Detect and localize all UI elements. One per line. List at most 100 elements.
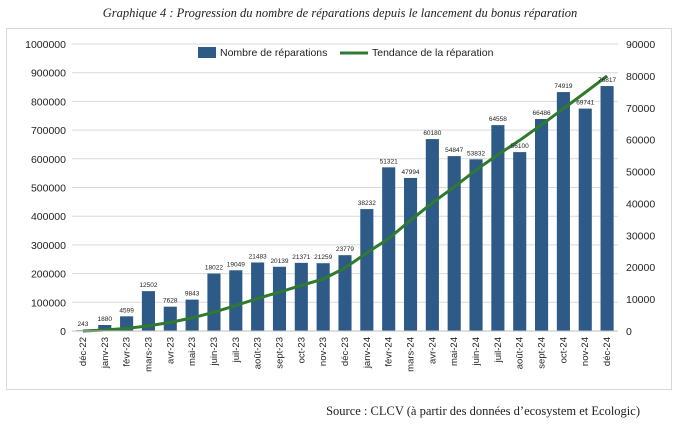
category-label: avr-24 (427, 337, 438, 364)
bar (491, 125, 505, 331)
bar (382, 167, 396, 331)
bar-value-label: 69741 (576, 100, 594, 107)
legend: Nombre de réparations Tendance de la rép… (198, 47, 494, 59)
left-tick-label: 800000 (31, 96, 66, 108)
bar-value-label: 20139 (270, 258, 288, 265)
right-tick-label: 30000 (626, 230, 655, 242)
legend-label-trend: Tendance de la réparation (372, 47, 494, 59)
bar-value-label: 66486 (533, 110, 551, 117)
bar (185, 299, 199, 331)
category-label: févr-23 (122, 337, 133, 367)
left-tick-label: 100000 (31, 297, 66, 309)
right-tick-label: 60000 (626, 135, 655, 147)
bar (360, 209, 374, 331)
left-tick-label: 1000000 (25, 39, 66, 51)
bar (447, 156, 461, 331)
right-tick-label: 90000 (626, 39, 655, 51)
trend-series (82, 74, 609, 333)
left-axis: 0 100000 200000 300000 400000 500000 600000 700… (25, 39, 66, 338)
bar (98, 325, 112, 331)
category-label: déc-23 (340, 337, 351, 366)
bar-series (76, 86, 614, 331)
bar (578, 108, 592, 331)
category-label: avr-23 (165, 337, 176, 364)
left-tick-label: 600000 (31, 154, 66, 166)
bar (425, 139, 439, 331)
category-label: sept-24 (537, 337, 548, 369)
bar (600, 86, 614, 331)
bar (535, 118, 549, 331)
bar (338, 255, 352, 331)
category-label: janv-23 (100, 337, 111, 369)
bar-value-label: 4599 (119, 307, 134, 314)
category-label: juin-24 (471, 337, 482, 367)
right-tick-label: 40000 (626, 198, 655, 210)
left-tick-label: 400000 (31, 211, 66, 223)
right-tick-label: 70000 (626, 103, 655, 115)
bar (469, 159, 483, 331)
category-label: févr-24 (384, 337, 395, 367)
category-label: oct-23 (296, 337, 307, 363)
bar (251, 262, 265, 331)
bar-value-label: 74919 (554, 83, 572, 90)
category-label: juil-24 (493, 337, 504, 363)
right-tick-label: 80000 (626, 71, 655, 83)
right-tick-label: 10000 (626, 294, 655, 306)
category-label: déc-24 (602, 337, 613, 366)
trend-line (82, 74, 609, 333)
bar-value-label: 54847 (445, 147, 463, 154)
category-label: déc-22 (78, 337, 89, 366)
bar-value-label: 21371 (292, 254, 310, 261)
bar (207, 273, 221, 331)
bar-value-label: 7628 (163, 298, 178, 305)
category-label: oct-24 (558, 337, 569, 363)
category-label: août-24 (515, 337, 526, 369)
right-tick-label: 20000 (626, 262, 655, 274)
right-axis: 0 10000 20000 30000 40000 50000 60000 70000 8000… (626, 39, 655, 338)
bar-value-label: 9843 (185, 291, 200, 298)
chart-frame (6, 28, 672, 390)
left-tick-label: 0 (60, 326, 66, 338)
category-label: août-23 (253, 337, 264, 369)
bar-value-label: 64558 (489, 116, 507, 123)
category-label: juil-23 (231, 337, 242, 363)
bar-value-label: 76817 (598, 77, 616, 84)
bar-value-label: 60180 (423, 130, 441, 137)
chart-caption: Graphique 4 : Progression du nombre de r… (102, 6, 578, 20)
bar (229, 270, 243, 331)
bar-value-label: 1880 (98, 316, 113, 323)
bar-value-label: 18022 (205, 265, 223, 272)
bar-value-label: 56100 (511, 143, 529, 150)
left-tick-label: 200000 (31, 269, 66, 281)
right-tick-label: 0 (626, 326, 632, 338)
left-tick-label: 300000 (31, 240, 66, 252)
bar-value-label: 51321 (380, 158, 398, 165)
bar (141, 291, 155, 331)
left-tick-label: 500000 (31, 183, 66, 195)
category-label: mai-24 (449, 337, 460, 366)
bar-value-label: 21259 (314, 254, 332, 261)
left-tick-label: 900000 (31, 68, 66, 80)
category-label: sept-23 (274, 337, 285, 369)
category-label: mars-23 (143, 337, 154, 372)
source-note: Source : CLCV (à partir des données d’ec… (326, 404, 640, 418)
bar (294, 262, 308, 331)
bar-value-label: 23779 (336, 246, 354, 253)
bar-value-label: 38232 (358, 200, 376, 207)
legend-swatch-bars (198, 47, 216, 58)
bar-value-label: 47994 (401, 169, 419, 176)
category-label: nov-23 (318, 337, 329, 366)
bar-value-label: 21483 (249, 253, 267, 260)
bar (403, 177, 418, 331)
bar (556, 92, 570, 331)
category-label: nov-24 (580, 337, 591, 366)
bar (163, 306, 177, 331)
category-label: juin-23 (209, 337, 220, 367)
bar-value-label: 53832 (467, 150, 485, 157)
bar-value-label: 12502 (139, 282, 157, 289)
right-tick-label: 50000 (626, 167, 655, 179)
bar (316, 263, 330, 331)
category-label: janv-24 (362, 337, 373, 369)
x-axis: déc-22 janv-23 févr-23 mars-23 avr-23 mai-23 j… (72, 330, 618, 372)
